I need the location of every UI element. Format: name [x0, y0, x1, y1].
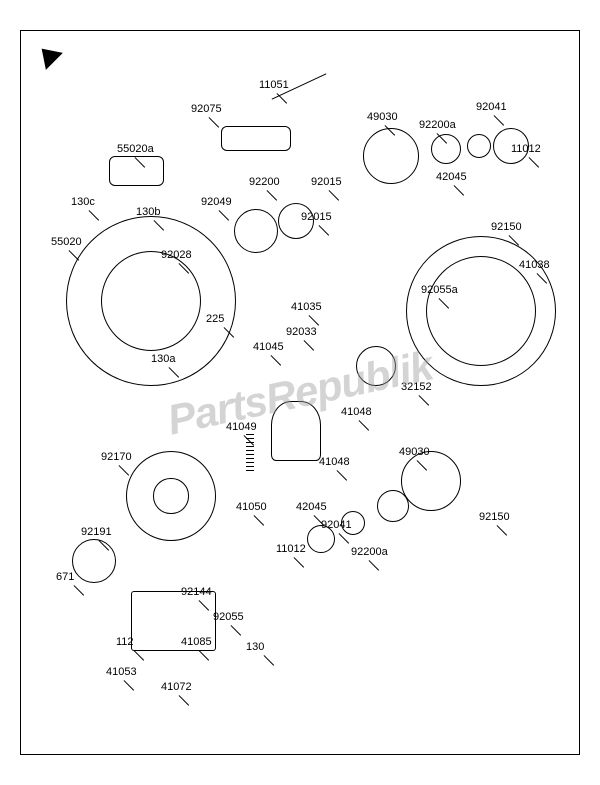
part-shape-small: [221, 126, 291, 151]
leader-line: [231, 625, 241, 635]
leader-line: [529, 157, 539, 167]
part-shape-panel: [126, 451, 216, 541]
part-shape-shoe: [271, 401, 321, 461]
leader-line: [209, 117, 219, 127]
part-label-92144: 92144: [181, 586, 212, 598]
part-shape-circle: [234, 209, 278, 253]
part-label-55020: 55020: [51, 236, 82, 248]
part-shape-circle: [363, 128, 419, 184]
part-shape-circle: [431, 134, 461, 164]
part-label-92055_bot: 92055: [213, 611, 244, 623]
part-label-41085: 41085: [181, 636, 212, 648]
part-shape-spring: [246, 431, 254, 471]
leader-line: [271, 355, 281, 365]
leader-line: [124, 680, 134, 690]
leader-line: [339, 533, 349, 543]
part-label-92075: 92075: [191, 103, 222, 115]
part-label-41050: 41050: [236, 501, 267, 513]
part-shape-circle: [356, 346, 396, 386]
part-shape-ring: [72, 539, 116, 583]
part-label-55020a: 55020a: [117, 143, 154, 155]
part-label-92150_bot: 92150: [479, 511, 510, 523]
part-label-92015a: 92015: [311, 176, 342, 188]
part-label-671: 671: [56, 571, 74, 583]
part-label-92033: 92033: [286, 326, 317, 338]
part-shape-drum-inner: [101, 251, 201, 351]
part-shape-circle: [401, 451, 461, 511]
part-label-41035: 41035: [291, 301, 322, 313]
direction-arrow: [33, 40, 63, 70]
leader-line: [134, 650, 144, 660]
part-label-11012_bot: 11012: [276, 543, 306, 555]
leader-line: [254, 515, 264, 525]
leader-line: [89, 210, 99, 220]
leader-line: [309, 315, 319, 325]
part-label-92200a_bot: 92200a: [351, 546, 388, 558]
leader-line: [359, 420, 369, 430]
leader-line: [264, 655, 274, 665]
part-label-49030_top: 49030: [367, 111, 398, 123]
part-label-41072: 41072: [161, 681, 192, 693]
leader-line: [454, 185, 464, 195]
part-label-41048b: 41048: [319, 456, 350, 468]
leader-line: [74, 585, 84, 595]
part-label-130_bot: 130: [246, 641, 264, 653]
part-label-92200_mid: 92200: [249, 176, 280, 188]
part-label-41038: 41038: [519, 259, 550, 271]
part-label-42045_bot: 42045: [296, 501, 327, 513]
part-label-92041_bot: 92041: [321, 519, 352, 531]
part-label-92200a_top: 92200a: [419, 119, 456, 131]
leader-line: [179, 695, 189, 705]
diagram-frame: 11051 92075 55020a 49030 92200a 92041 11012 420…: [20, 30, 580, 755]
leader-line: [219, 210, 229, 220]
part-label-112: 112: [116, 636, 134, 648]
part-label-41045: 41045: [253, 341, 284, 353]
part-label-92028: 92028: [161, 249, 192, 261]
part-label-92150_top: 92150: [491, 221, 522, 233]
leader-line: [69, 250, 79, 260]
leader-line: [267, 190, 277, 200]
part-label-32152: 32152: [401, 381, 432, 393]
part-label-92015b: 92015: [301, 211, 332, 223]
part-label-225: 225: [206, 313, 224, 325]
leader-line: [419, 395, 429, 405]
leader-line: [294, 557, 304, 567]
part-label-49030_bot: 49030: [399, 446, 430, 458]
part-label-11012_top: 11012: [511, 143, 541, 155]
part-label-92055a: 92055a: [421, 284, 458, 296]
part-label-41053: 41053: [106, 666, 137, 678]
part-label-41049: 41049: [226, 421, 257, 433]
part-shape-small: [109, 156, 164, 186]
leader-line: [337, 470, 347, 480]
leader-line: [304, 340, 314, 350]
leader-line: [494, 115, 504, 125]
part-shape-circle: [467, 134, 491, 158]
leader-line: [369, 560, 379, 570]
part-shape-circle: [377, 490, 409, 522]
part-label-92191: 92191: [81, 526, 112, 538]
leader-line: [319, 225, 329, 235]
part-label-130c: 130c: [71, 196, 95, 208]
part-label-130a: 130a: [151, 353, 175, 365]
part-label-41048a: 41048: [341, 406, 372, 418]
part-label-11051: 11051: [259, 79, 289, 91]
part-shape-drum-inner: [426, 256, 536, 366]
leader-line: [199, 650, 209, 660]
part-label-92049: 92049: [201, 196, 232, 208]
part-label-42045_top: 42045: [436, 171, 467, 183]
part-label-92041_top: 92041: [476, 101, 507, 113]
part-label-130b: 130b: [136, 206, 160, 218]
leader-line: [329, 190, 339, 200]
leader-line: [119, 465, 129, 475]
leader-line: [497, 525, 507, 535]
part-label-92170: 92170: [101, 451, 132, 463]
